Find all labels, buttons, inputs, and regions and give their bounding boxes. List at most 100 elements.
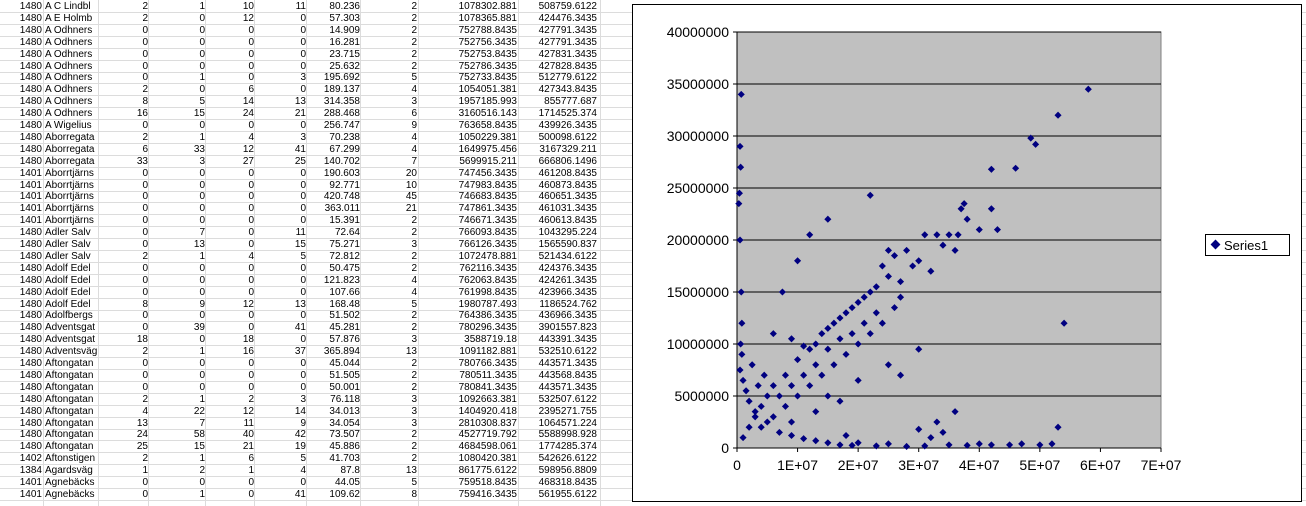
table-cell[interactable]: 37	[294, 346, 306, 358]
table-cell[interactable]: 443391.3435	[538, 334, 597, 346]
table-cell[interactable]: 1	[199, 488, 205, 500]
table-cell[interactable]: 1480	[19, 274, 42, 286]
table-cell[interactable]: 1480	[19, 155, 42, 167]
table-cell[interactable]: A Odhners	[45, 72, 93, 84]
table-cell[interactable]: 2	[411, 310, 417, 322]
table-cell[interactable]: 4527719.792	[458, 429, 517, 441]
table-cell[interactable]: 4	[411, 84, 417, 96]
table-cell[interactable]: 1091182.881	[459, 346, 517, 358]
table-cell[interactable]: 424261.3435	[538, 274, 597, 286]
table-cell[interactable]: 12	[242, 12, 254, 24]
table-cell[interactable]: 1480	[19, 143, 42, 155]
table-cell[interactable]: 41	[294, 488, 306, 500]
table-cell[interactable]: 0	[248, 72, 254, 84]
table-cell[interactable]: 532507.6122	[538, 393, 597, 405]
table-cell[interactable]: 0	[300, 203, 306, 215]
table-cell[interactable]: 4	[142, 405, 148, 417]
table-cell[interactable]: 8	[142, 298, 148, 310]
table-cell[interactable]: Aftongatan	[45, 381, 94, 393]
table-cell[interactable]: 0	[199, 215, 205, 227]
table-cell[interactable]: 1480	[19, 96, 42, 108]
table-cell[interactable]: 0	[199, 262, 205, 274]
table-cell[interactable]: 109.62	[329, 488, 360, 500]
table-cell[interactable]: 11	[295, 1, 306, 12]
table-cell[interactable]: A Wigelius	[45, 120, 92, 131]
table-cell[interactable]: A Odhners	[45, 36, 93, 48]
table-cell[interactable]: 0	[300, 24, 306, 36]
table-cell[interactable]: 2	[142, 250, 148, 262]
table-cell[interactable]: 18	[242, 334, 254, 346]
table-cell[interactable]: 780296.3435	[458, 322, 517, 334]
table-cell[interactable]: 1	[199, 250, 205, 262]
table-cell[interactable]: 0	[199, 167, 205, 179]
table-cell[interactable]: 58	[193, 429, 205, 441]
table-cell[interactable]: 3	[300, 72, 306, 84]
table-cell[interactable]: 1480	[19, 286, 42, 298]
table-cell[interactable]: Aftongatan	[45, 358, 94, 369]
table-cell[interactable]: 0	[300, 179, 306, 191]
table-cell[interactable]: 0	[142, 477, 148, 488]
table-cell[interactable]: 3	[411, 334, 417, 346]
table-cell[interactable]: 0	[199, 24, 205, 36]
table-cell[interactable]: 41	[294, 322, 306, 334]
table-cell[interactable]: 14	[294, 405, 306, 417]
table-cell[interactable]: 0	[142, 488, 148, 500]
table-cell[interactable]: 0	[248, 262, 254, 274]
table-cell[interactable]: 427791.3435	[538, 24, 597, 36]
table-cell[interactable]: 0	[248, 227, 254, 239]
table-cell[interactable]: 2	[411, 429, 417, 441]
table-cell[interactable]: Aftongatan	[45, 417, 94, 429]
table-cell[interactable]: 51.505	[329, 369, 360, 381]
table-cell[interactable]: 762116.3435	[459, 262, 517, 274]
table-cell[interactable]: 0	[199, 36, 205, 48]
table-cell[interactable]: 1	[199, 1, 205, 12]
table-cell[interactable]: 746683.8435	[458, 191, 517, 203]
table-cell[interactable]: 0	[300, 358, 306, 369]
table-cell[interactable]: 500098.6122	[538, 131, 597, 143]
table-cell[interactable]: 13	[294, 298, 306, 310]
table-cell[interactable]: 0	[199, 12, 205, 24]
table-cell[interactable]: 16	[242, 346, 254, 358]
table-cell[interactable]: 15	[193, 441, 205, 453]
table-cell[interactable]: 1480	[19, 262, 42, 274]
table-cell[interactable]: 1957185.993	[458, 96, 517, 108]
table-cell[interactable]: 3	[199, 155, 205, 167]
table-cell[interactable]: 1401	[19, 477, 42, 488]
table-cell[interactable]: 0	[248, 369, 254, 381]
table-cell[interactable]: 0	[142, 239, 148, 250]
table-cell[interactable]: 1480	[19, 72, 42, 84]
table-cell[interactable]: 2	[411, 262, 417, 274]
table-cell[interactable]: 427791.3435	[538, 36, 597, 48]
table-cell[interactable]: 87.8	[340, 465, 360, 477]
table-cell[interactable]: 42	[294, 429, 306, 441]
table-cell[interactable]: 1480	[19, 310, 42, 322]
table-cell[interactable]: 1	[199, 72, 205, 84]
table-cell[interactable]: Adler Salv	[45, 250, 91, 262]
table-cell[interactable]: 1480	[19, 120, 42, 131]
table-cell[interactable]: 8	[411, 488, 417, 500]
table-cell[interactable]: 12	[242, 143, 254, 155]
table-cell[interactable]: 1	[199, 393, 205, 405]
table-cell[interactable]: 0	[248, 310, 254, 322]
table-cell[interactable]: 2	[411, 60, 417, 72]
table-cell[interactable]: 2	[142, 1, 148, 12]
table-cell[interactable]: A Odhners	[45, 84, 93, 96]
table-cell[interactable]: 855777.687	[544, 96, 597, 108]
table-cell[interactable]: 3160516.143	[458, 108, 517, 120]
table-cell[interactable]: 461031.3435	[538, 203, 597, 215]
table-cell[interactable]: 0	[248, 381, 254, 393]
table-cell[interactable]: 2	[411, 48, 417, 60]
table-cell[interactable]: 780511.3435	[459, 369, 517, 381]
table-cell[interactable]: 21	[405, 203, 417, 215]
table-cell[interactable]: 6	[248, 453, 254, 465]
table-cell[interactable]: 1649975.456	[458, 143, 517, 155]
table-cell[interactable]: Aborrtjärns	[45, 203, 94, 215]
table-cell[interactable]: 761998.8435	[458, 286, 517, 298]
table-cell[interactable]: 45.886	[329, 441, 360, 453]
table-cell[interactable]: 0	[300, 48, 306, 60]
table-cell[interactable]: 5699915.211	[459, 155, 517, 167]
table-cell[interactable]: 752753.8435	[458, 48, 517, 60]
table-cell[interactable]: Aftongatan	[45, 393, 94, 405]
table-cell[interactable]: 0	[142, 24, 148, 36]
